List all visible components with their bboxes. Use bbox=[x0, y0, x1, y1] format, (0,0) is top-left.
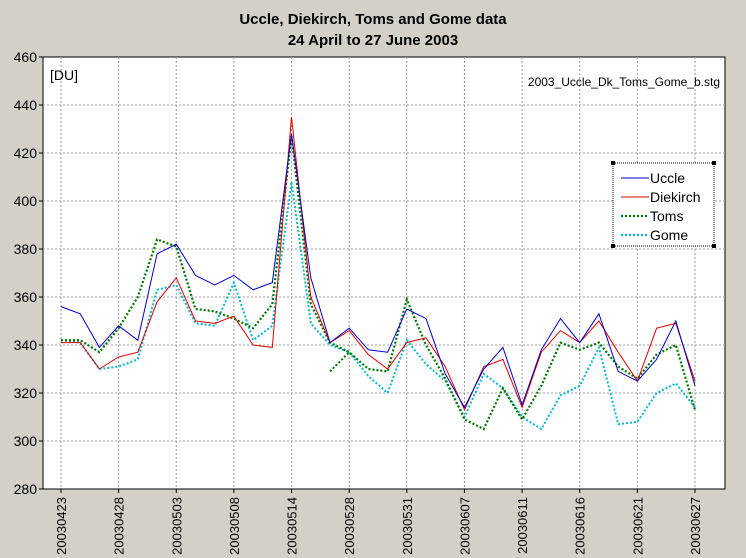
y-tick-label: 280 bbox=[14, 481, 38, 497]
series-toms-fragment bbox=[329, 351, 350, 373]
legend-handle bbox=[712, 244, 716, 248]
x-tick-label: 20030621 bbox=[630, 497, 645, 555]
x-tick-label: 20030423 bbox=[54, 497, 69, 555]
x-tick-label: 20030528 bbox=[342, 497, 357, 555]
y-unit-label: [DU] bbox=[50, 67, 78, 83]
y-tick-label: 300 bbox=[14, 433, 38, 449]
chart-title: Uccle, Diekirch, Toms and Gome data bbox=[239, 11, 507, 28]
x-tick-label: 20030611 bbox=[515, 497, 530, 554]
x-tick-label: 20030514 bbox=[285, 497, 300, 555]
legend: Uccle Diekirch Toms Gome bbox=[611, 161, 716, 248]
legend-handle bbox=[611, 161, 615, 165]
legend-handle bbox=[712, 161, 716, 165]
y-tick-label: 380 bbox=[14, 241, 38, 257]
y-tick-label: 400 bbox=[14, 193, 38, 209]
legend-label-toms: Toms bbox=[650, 208, 683, 224]
series-gome-line bbox=[60, 181, 696, 431]
legend-label-diekirch: Diekirch bbox=[650, 189, 701, 205]
series-toms-line bbox=[61, 136, 697, 431]
y-tick-label: 360 bbox=[14, 289, 38, 305]
y-tick-label: 440 bbox=[14, 97, 38, 113]
x-tick-label: 20030607 bbox=[457, 497, 472, 555]
series-diekirch-line bbox=[61, 116, 696, 412]
x-tick-label: 20030503 bbox=[169, 497, 184, 555]
legend-label-uccle: Uccle bbox=[650, 170, 685, 186]
series-uccle-line bbox=[60, 133, 696, 409]
y-tick-label: 340 bbox=[14, 337, 38, 353]
x-tick-label: 20030428 bbox=[112, 497, 127, 555]
legend-box bbox=[612, 162, 715, 247]
file-annotation: 2003_Uccle_Dk_Toms_Gome_b.stg bbox=[528, 75, 720, 89]
y-tick-label: 320 bbox=[14, 385, 38, 401]
plot-area bbox=[42, 56, 726, 490]
y-tick-label: 460 bbox=[14, 49, 38, 65]
y-tick-label: 420 bbox=[14, 145, 38, 161]
x-tick-label: 20030627 bbox=[688, 497, 703, 555]
legend-handle bbox=[611, 244, 615, 248]
chart-subtitle: 24 April to 27 June 2003 bbox=[288, 32, 458, 49]
legend-label-gome: Gome bbox=[650, 227, 688, 243]
x-tick-label: 20030616 bbox=[573, 497, 588, 555]
x-tick-label: 20030531 bbox=[400, 497, 415, 555]
x-tick-label: 20030508 bbox=[227, 497, 242, 555]
